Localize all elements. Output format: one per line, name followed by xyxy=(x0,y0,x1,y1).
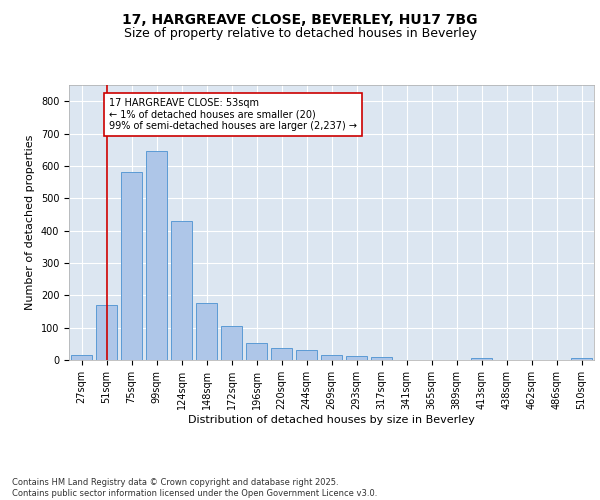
Bar xyxy=(271,348,292,360)
Bar xyxy=(121,172,142,360)
Text: Contains HM Land Registry data © Crown copyright and database right 2025.
Contai: Contains HM Land Registry data © Crown c… xyxy=(12,478,377,498)
Bar xyxy=(346,356,367,360)
Bar xyxy=(96,305,117,360)
Bar xyxy=(371,357,392,360)
Bar xyxy=(221,326,242,360)
Bar xyxy=(296,350,317,360)
Bar xyxy=(471,358,492,360)
Bar xyxy=(196,304,217,360)
Text: 17 HARGREAVE CLOSE: 53sqm
← 1% of detached houses are smaller (20)
99% of semi-d: 17 HARGREAVE CLOSE: 53sqm ← 1% of detach… xyxy=(109,98,357,131)
Bar xyxy=(246,343,267,360)
Text: Size of property relative to detached houses in Beverley: Size of property relative to detached ho… xyxy=(124,28,476,40)
Bar xyxy=(171,221,192,360)
Bar xyxy=(321,356,342,360)
X-axis label: Distribution of detached houses by size in Beverley: Distribution of detached houses by size … xyxy=(188,414,475,424)
Y-axis label: Number of detached properties: Number of detached properties xyxy=(25,135,35,310)
Bar xyxy=(71,354,92,360)
Bar xyxy=(146,152,167,360)
Bar xyxy=(571,358,592,360)
Text: 17, HARGREAVE CLOSE, BEVERLEY, HU17 7BG: 17, HARGREAVE CLOSE, BEVERLEY, HU17 7BG xyxy=(122,12,478,26)
